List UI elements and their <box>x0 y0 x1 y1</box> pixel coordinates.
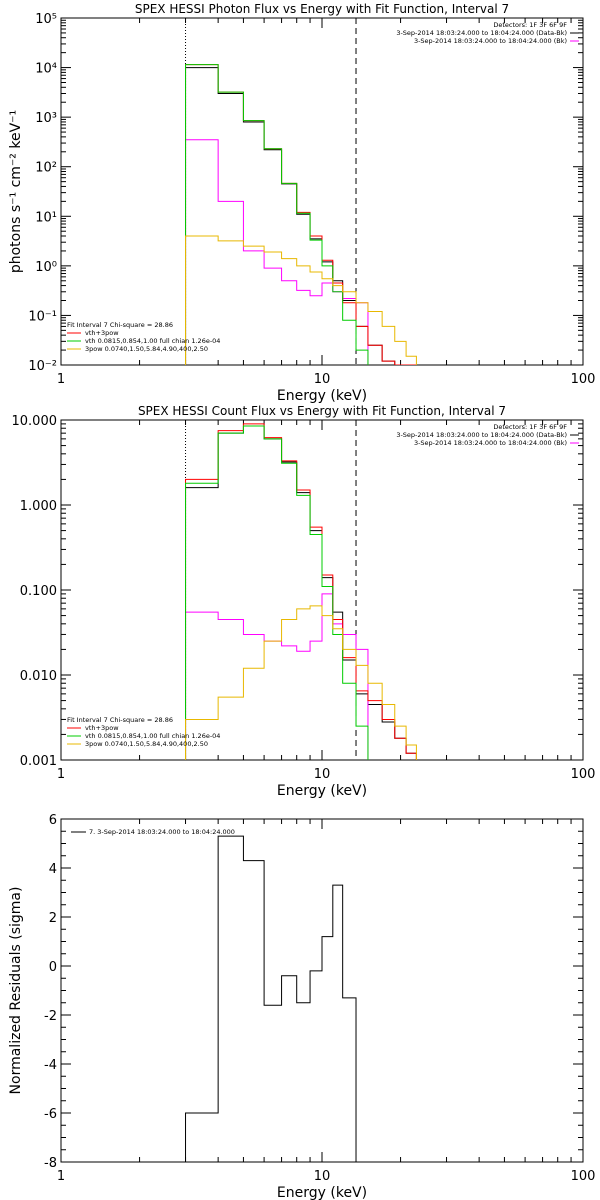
series-line-1 <box>185 593 369 760</box>
legend-top-entry: Detectors: 1F 3F 6F 9F <box>493 21 567 29</box>
chart-title: SPEX HESSI Photon Flux vs Energy with Fi… <box>135 2 509 16</box>
series-line-1 <box>185 139 369 365</box>
legend-top-entry: 3-Sep-2014 18:03:24.000 to 18:04:24.000 … <box>396 431 567 439</box>
y-tick-label: -2 <box>44 1009 57 1024</box>
legend-top-entry: 7. 3-Sep-2014 18:03:24.000 to 18:04:24.0… <box>89 828 235 836</box>
x-tick-label: 10 <box>314 767 331 782</box>
y-tick-label: 0.001 <box>20 754 57 769</box>
y-axis-label: Normalized Residuals (sigma) <box>8 887 24 1095</box>
legend-bottom-entry: vth 0.0815,0.854,1.00 full chian 1.26e-0… <box>85 732 220 740</box>
y-tick-label: 10⁻² <box>28 359 57 374</box>
y-tick-label: 10² <box>35 161 57 176</box>
plot-frame <box>60 17 584 366</box>
y-tick-label: 10³ <box>35 111 57 126</box>
chart-panel-2: SPEX HESSI Count Flux vs Energy with Fit… <box>12 404 596 799</box>
y-tick-label: 10⁵ <box>35 12 57 27</box>
series-line-2 <box>185 423 417 760</box>
y-tick-label: 10⁻¹ <box>28 309 57 324</box>
series-line-3 <box>185 425 369 760</box>
y-tick-label: 0.100 <box>20 584 57 599</box>
legend-top-entry: 3-Sep-2014 18:03:24.000 to 18:04:24.000 … <box>414 439 567 447</box>
series-line-4 <box>185 235 417 365</box>
chart-panel-1: SPEX HESSI Photon Flux vs Energy with Fi… <box>8 2 595 404</box>
legend-bottom-entry: vth+3pow <box>85 724 119 732</box>
x-axis-label: Energy (keV) <box>277 783 367 799</box>
x-tick-label: 1 <box>57 767 65 782</box>
legend-bottom-entry: Fit Interval 7 Chi-square = 28.86 <box>67 716 173 724</box>
y-tick-label: 10¹ <box>35 210 57 225</box>
y-tick-label: -8 <box>44 1156 57 1171</box>
x-tick-label: 100 <box>571 1169 596 1184</box>
y-tick-label: 10.000 <box>12 414 58 429</box>
y-tick-label: 10⁰ <box>35 260 57 275</box>
legend-top-entry: 3-Sep-2014 18:03:24.000 to 18:04:24.000 … <box>396 29 567 37</box>
y-tick-label: 10⁴ <box>35 62 57 77</box>
y-tick-label: -6 <box>44 1107 57 1122</box>
series-line-4 <box>185 605 417 760</box>
series-group <box>185 64 417 365</box>
series-line-3 <box>185 64 369 365</box>
legend-bottom-entry: vth 0.0815,0.854,1.00 full chian 1.26e-0… <box>85 337 220 345</box>
x-axis-label: Energy (keV) <box>277 388 367 404</box>
x-tick-label: 10 <box>314 1169 331 1184</box>
chart-panel-3: 1 10 100 Energy (keV) -8 -6 -4 -2 0 2 4 6 Normalized… <box>8 813 595 1200</box>
y-axis-label: photons s⁻¹ cm⁻² keV⁻¹ <box>8 110 24 273</box>
y-tick-label: 4 <box>49 862 57 877</box>
y-tick-label: 0 <box>49 960 57 975</box>
y-tick-label: 1.000 <box>20 499 57 514</box>
y-tick-label: 2 <box>49 911 57 926</box>
series-group <box>185 835 357 1162</box>
x-tick-label: 1 <box>57 372 65 387</box>
x-tick-label: 1 <box>57 1169 65 1184</box>
legend-bottom-entry: 3pow 0.0740,1.50,5.84,4.90,400,2.50 <box>85 740 208 748</box>
x-tick-label: 100 <box>571 767 596 782</box>
chart-title: SPEX HESSI Count Flux vs Energy with Fit… <box>138 404 506 418</box>
legend-bottom-entry: vth+3pow <box>85 329 119 337</box>
x-tick-label: 10 <box>314 372 331 387</box>
series-line-0 <box>185 835 357 1162</box>
legend-top-entry: Detectors: 1F 3F 6F 9F <box>493 423 567 431</box>
legend-bottom-entry: 3pow 0.0740,1.50,5.84,4.90,400,2.50 <box>85 345 208 353</box>
legend-top-entry: 3-Sep-2014 18:03:24.000 to 18:04:24.000 … <box>414 37 567 45</box>
plot-frame <box>60 419 584 761</box>
y-tick-label: 0.010 <box>20 669 57 684</box>
x-axis-label: Energy (keV) <box>277 1185 367 1200</box>
legend-bottom-entry: Fit Interval 7 Chi-square = 28.86 <box>67 321 173 329</box>
plot-frame <box>60 818 584 1163</box>
series-group <box>185 423 417 760</box>
y-tick-label: 6 <box>49 813 57 828</box>
x-tick-label: 100 <box>571 372 596 387</box>
y-tick-label: -4 <box>44 1058 57 1073</box>
